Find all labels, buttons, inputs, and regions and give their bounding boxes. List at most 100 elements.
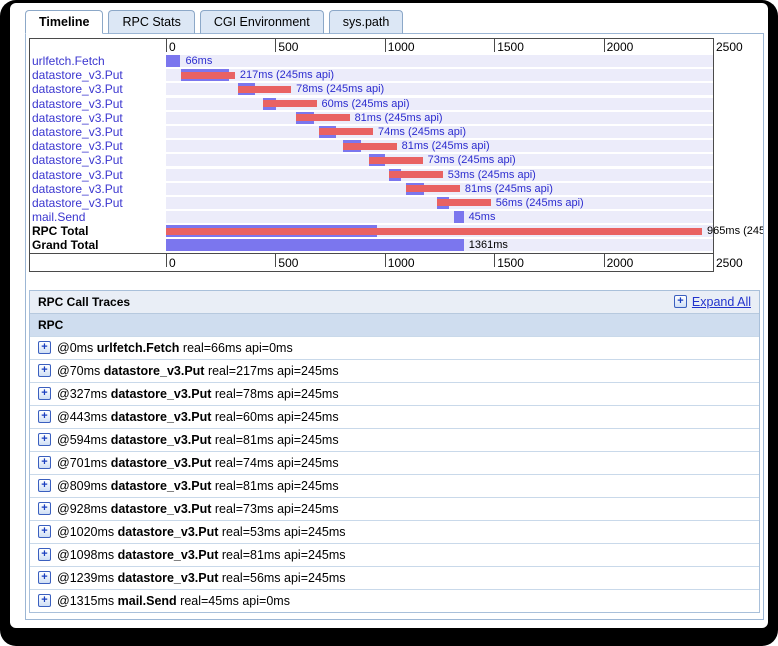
- timeline-row-label[interactable]: datastore_v3.Put: [32, 153, 123, 168]
- rpc-call-traces-panel: RPC Call Traces + Expand All RPC + @0ms u…: [29, 289, 760, 613]
- trace-service-name: datastore_v3.Put: [117, 570, 219, 585]
- axis-tick: [166, 39, 167, 52]
- expand-plus-icon[interactable]: +: [38, 456, 51, 470]
- tab-timeline[interactable]: Timeline: [25, 10, 104, 34]
- axis-tick: [384, 39, 386, 52]
- trace-row-text: @1020ms datastore_v3.Put real=53ms api=2…: [57, 525, 346, 539]
- expand-plus-icon[interactable]: +: [38, 341, 51, 355]
- trace-timing-detail: real=45ms api=0ms: [176, 593, 290, 608]
- trace-service-name: urlfetch.Fetch: [96, 340, 180, 355]
- api-time-bar: [369, 156, 423, 164]
- axis-tick-label: 1000: [387, 255, 415, 270]
- axis-tick: [603, 253, 605, 267]
- timeline-row-plot: 56ms (245ms api): [166, 196, 713, 210]
- trace-row[interactable]: + @1315ms mail.Send real=45ms api=0ms: [30, 590, 759, 612]
- expand-all-control[interactable]: + Expand All: [673, 294, 751, 309]
- timeline-row: mail.Send 45ms: [30, 210, 713, 224]
- expand-plus-icon[interactable]: +: [38, 364, 51, 378]
- bar-duration-label: 56ms (245ms api): [495, 196, 584, 209]
- trace-service-name: datastore_v3.Put: [110, 432, 212, 447]
- traces-title: RPC Call Traces: [38, 294, 131, 309]
- trace-start-time: @443ms: [57, 409, 111, 424]
- api-time-bar: [181, 71, 235, 79]
- expand-plus-icon[interactable]: +: [38, 548, 51, 562]
- timeline-row-label[interactable]: urlfetch.Fetch: [32, 54, 105, 68]
- trace-row-text: @809ms datastore_v3.Put real=81ms api=24…: [57, 479, 339, 493]
- trace-timing-detail: real=217ms api=245ms: [204, 363, 339, 378]
- trace-row[interactable]: + @1098ms datastore_v3.Put real=81ms api=…: [30, 544, 759, 567]
- tab-cgi-environment[interactable]: CGI Environment: [199, 10, 324, 34]
- axis-tick-label: 2500: [716, 255, 743, 270]
- timeline-row: urlfetch.Fetch 66ms: [30, 54, 713, 68]
- api-time-bar: [319, 128, 373, 136]
- trace-row-text: @1315ms mail.Send real=45ms api=0ms: [57, 594, 290, 608]
- expand-plus-icon[interactable]: +: [38, 410, 51, 424]
- bar-duration-label: 60ms (245ms api): [321, 97, 410, 110]
- axis-tick-label: 500: [278, 40, 299, 54]
- expand-plus-icon[interactable]: +: [38, 433, 51, 447]
- trace-row[interactable]: + @1020ms datastore_v3.Put real=53ms api=…: [30, 521, 759, 544]
- timeline-row-label[interactable]: datastore_v3.Put: [32, 124, 123, 139]
- timeline-row: datastore_v3.Put 81ms (245ms api): [30, 182, 713, 196]
- real-time-bar: [166, 239, 464, 252]
- axis-tick-label: 1000: [387, 40, 415, 54]
- timeline-row-label: RPC Total: [32, 224, 89, 239]
- expand-plus-icon[interactable]: +: [38, 502, 51, 516]
- timeline-row-label[interactable]: datastore_v3.Put: [32, 167, 123, 182]
- trace-service-name: datastore_v3.Put: [110, 409, 212, 424]
- timeline-row-label[interactable]: datastore_v3.Put: [32, 110, 123, 125]
- timeline-row: datastore_v3.Put 81ms (245ms api): [30, 139, 713, 153]
- timeline-track: [166, 125, 713, 138]
- trace-start-time: @928ms: [57, 501, 111, 516]
- timeline-rows: urlfetch.Fetch 66ms datastore_v3.Put 217ms …: [30, 54, 763, 253]
- timeline-row-label[interactable]: datastore_v3.Put: [32, 96, 123, 111]
- axis-tick-label: 2500: [716, 40, 743, 54]
- timeline-row-plot: 66ms: [166, 54, 713, 68]
- timeline-row-label[interactable]: datastore_v3.Put: [32, 82, 123, 97]
- bar-duration-label: 73ms (245ms api): [427, 154, 516, 167]
- timeline-row-plot: 45ms: [166, 210, 713, 224]
- trace-row[interactable]: + @70ms datastore_v3.Put real=217ms api=2…: [30, 360, 759, 383]
- expand-plus-icon[interactable]: +: [673, 295, 687, 309]
- trace-row[interactable]: + @701ms datastore_v3.Put real=74ms api=2…: [30, 452, 759, 475]
- trace-row[interactable]: + @0ms urlfetch.Fetch real=66ms api=0ms: [30, 337, 759, 360]
- timeline-row-label[interactable]: datastore_v3.Put: [32, 68, 123, 83]
- trace-row[interactable]: + @443ms datastore_v3.Put real=60ms api=2…: [30, 406, 759, 429]
- timeline-row-label[interactable]: mail.Send: [32, 210, 86, 225]
- timeline-row: datastore_v3.Put 60ms (245ms api): [30, 97, 713, 111]
- bar-duration-label: 45ms: [468, 211, 496, 224]
- api-time-bar: [295, 114, 350, 122]
- trace-row[interactable]: + @928ms datastore_v3.Put real=73ms api=2…: [30, 498, 759, 521]
- axis-tick: [494, 253, 496, 267]
- trace-timing-detail: real=60ms api=245ms: [211, 409, 339, 424]
- trace-start-time: @594ms: [57, 432, 111, 447]
- timeline-row-label[interactable]: datastore_v3.Put: [32, 181, 123, 196]
- trace-row[interactable]: + @809ms datastore_v3.Put real=81ms api=2…: [30, 475, 759, 498]
- timeline-track: [166, 211, 713, 224]
- expand-plus-icon[interactable]: +: [38, 594, 51, 608]
- bar-duration-label: 78ms (245ms api): [296, 83, 385, 96]
- trace-service-name: datastore_v3.Put: [110, 455, 212, 470]
- expand-plus-icon[interactable]: +: [38, 571, 51, 585]
- trace-start-time: @1239ms: [57, 570, 118, 585]
- expand-plus-icon[interactable]: +: [38, 479, 51, 493]
- tab-rpc-stats[interactable]: RPC Stats: [108, 10, 195, 34]
- timeline-row-plot: 74ms (245ms api): [166, 125, 713, 139]
- trace-row[interactable]: + @594ms datastore_v3.Put real=81ms api=2…: [30, 429, 759, 452]
- timeline-row-label[interactable]: datastore_v3.Put: [32, 139, 123, 154]
- expand-plus-icon[interactable]: +: [38, 387, 51, 401]
- timeline-row-label: Grand Total: [32, 238, 99, 253]
- trace-row-text: @1098ms datastore_v3.Put real=81ms api=2…: [57, 548, 346, 562]
- trace-row[interactable]: + @327ms datastore_v3.Put real=78ms api=2…: [30, 383, 759, 406]
- expand-plus-icon[interactable]: +: [38, 525, 51, 539]
- timeline-row-label[interactable]: datastore_v3.Put: [32, 195, 123, 210]
- timeline-row-plot: 53ms (245ms api): [166, 168, 713, 182]
- trace-row-text: @594ms datastore_v3.Put real=81ms api=24…: [57, 433, 339, 447]
- tab-sys-path[interactable]: sys.path: [328, 10, 404, 34]
- timeline-track: [166, 97, 713, 110]
- trace-service-name: mail.Send: [117, 593, 177, 608]
- trace-row[interactable]: + @1239ms datastore_v3.Put real=56ms api=…: [30, 567, 759, 590]
- expand-all-link[interactable]: Expand All: [691, 294, 751, 309]
- timeline-row-plot: 81ms (245ms api): [166, 182, 713, 196]
- axis-tick: [275, 253, 277, 267]
